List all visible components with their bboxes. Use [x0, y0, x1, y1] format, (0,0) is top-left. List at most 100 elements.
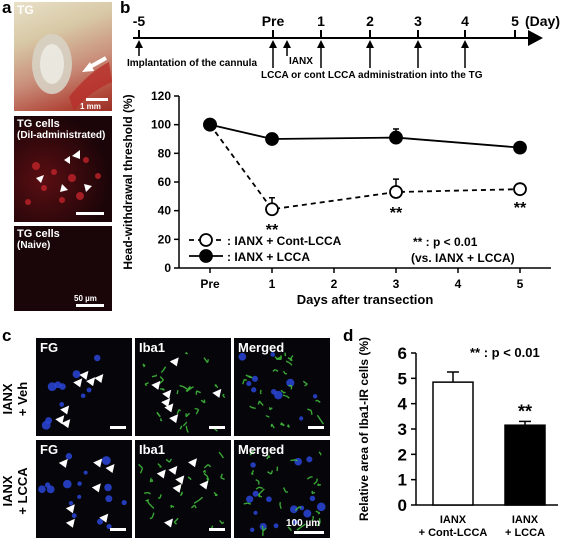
fg-cell	[253, 491, 259, 497]
iba1-cell	[186, 413, 189, 417]
scale-bar	[308, 426, 324, 429]
tile-title: Iba1	[139, 442, 165, 457]
legend-marker	[200, 250, 212, 262]
arrowhead-icon	[199, 480, 208, 489]
fg-cell	[253, 511, 257, 515]
x-tick-label: + LCCA	[505, 527, 545, 537]
x-tick-label: 3	[393, 277, 400, 291]
iba1-cell	[204, 473, 209, 479]
iba1-cell	[159, 377, 163, 384]
x-tick-label: IANX	[440, 514, 467, 526]
iba1-cell	[177, 410, 180, 414]
admin-label: LCCA or cont LCCA administration into th…	[261, 70, 483, 81]
iba1-cell	[307, 477, 312, 479]
significance-mark: **	[390, 205, 403, 222]
iba1-cell	[171, 505, 174, 508]
tile-title: Iba1	[139, 340, 165, 355]
panel-label-a: a	[2, 0, 11, 18]
arrowhead-icon	[59, 459, 68, 468]
fg-cell	[38, 485, 46, 493]
iba1-cell	[160, 388, 164, 390]
fg-cell	[122, 500, 127, 505]
fg-cell	[317, 502, 326, 511]
iba1-cell	[177, 390, 178, 394]
x-tick-label: 2	[331, 277, 338, 291]
timeline-day-label: (Day)	[525, 13, 560, 29]
scale-bar	[76, 304, 104, 307]
iba1-cell	[185, 352, 187, 353]
fg-cell	[252, 376, 258, 382]
iba1-cell	[303, 381, 307, 386]
fg-cell	[246, 381, 251, 386]
iba1-cell	[204, 358, 208, 363]
bar	[433, 382, 473, 505]
naive-cells-image: TG cells (Naive) 50 µm	[14, 226, 112, 311]
iba1-cell	[181, 492, 183, 496]
iba1-cell	[312, 491, 315, 494]
iba1-cell	[280, 423, 284, 426]
fg-cell	[63, 480, 72, 489]
micrograph-tile: Merged	[234, 338, 330, 436]
fg-cell	[313, 394, 317, 398]
x-tick-label: 4	[455, 277, 462, 291]
arrowhead-icon	[66, 519, 75, 528]
timeline-tick-label: 3	[414, 13, 422, 29]
scale-bar	[76, 212, 104, 215]
arrow-icon	[78, 56, 108, 76]
admin-arrow-head	[461, 40, 469, 48]
iba1-cell	[307, 409, 312, 415]
scale-bar	[209, 426, 225, 429]
iba1-cell	[276, 355, 281, 359]
data-point	[266, 133, 278, 145]
data-point	[514, 142, 526, 154]
y-tick-label: 20	[158, 232, 172, 246]
dii-cells-image: TG cells (DiI-administrated)	[14, 116, 112, 222]
x-tick-label: IANX	[512, 514, 539, 526]
scale-bar	[294, 531, 324, 534]
arrowhead-icon	[79, 371, 88, 380]
y-tick-label: 6	[398, 344, 407, 363]
iba1-cell	[271, 424, 274, 428]
iba1-cell	[161, 367, 165, 373]
arrowhead-icon	[73, 378, 82, 387]
iba1-cell	[314, 479, 317, 485]
fg-cell	[102, 456, 111, 465]
timeline-arrowhead	[528, 30, 543, 46]
arrowhead-icon	[157, 469, 166, 478]
iba1-cell	[201, 400, 205, 403]
iba1-cell	[275, 357, 281, 359]
admin-arrow-head	[317, 40, 325, 48]
scale-bar	[110, 426, 126, 429]
micrograph-tile: Iba1	[135, 338, 231, 436]
micrograph-tile: FG	[36, 440, 132, 538]
arrowhead-icon	[188, 458, 197, 467]
iba1-cell	[316, 511, 320, 514]
arrowhead-icon	[175, 475, 184, 484]
iba1-cell	[273, 370, 278, 372]
bar	[505, 425, 545, 505]
fg-cell	[59, 402, 64, 407]
tile-title: FG	[40, 340, 58, 355]
legend-label: : IANX + LCCA	[227, 250, 310, 264]
timeline-tick-label: -5	[133, 13, 146, 29]
admin-arrow-head	[269, 40, 277, 48]
iba1-cell	[174, 518, 178, 524]
iba1-cell	[147, 500, 154, 508]
x-tick-label: Pre	[200, 277, 220, 291]
arrowhead-icon	[168, 466, 177, 475]
row-label-line: IANX	[0, 364, 15, 434]
fg-cell	[266, 496, 272, 502]
iba1-cell	[286, 361, 292, 365]
y-tick-label: 60	[158, 175, 172, 189]
ianx-label: IANX	[289, 56, 313, 67]
data-point	[390, 186, 402, 198]
arrowhead-icon	[86, 377, 95, 386]
tile-subtitle: (DiI-administrated)	[17, 130, 105, 141]
iba1-cell	[250, 406, 256, 408]
iba1-cell	[256, 487, 263, 489]
iba1-cell	[319, 452, 321, 455]
iba1-cell	[191, 505, 196, 508]
panel-label-c: c	[2, 326, 11, 346]
admin-arrow-head	[366, 40, 374, 48]
